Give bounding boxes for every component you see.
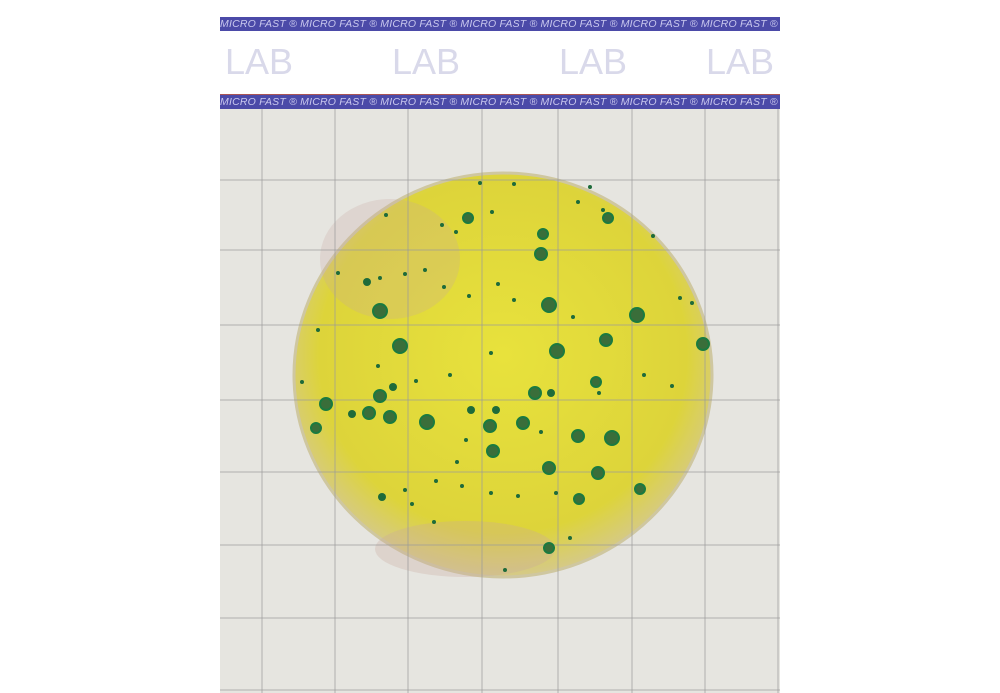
colony bbox=[601, 208, 605, 212]
colony bbox=[503, 568, 507, 572]
colony bbox=[588, 185, 592, 189]
colony bbox=[571, 315, 575, 319]
colony bbox=[462, 212, 474, 224]
counting-grid bbox=[220, 109, 780, 693]
colony bbox=[516, 494, 520, 498]
colony bbox=[604, 430, 620, 446]
colony bbox=[434, 479, 438, 483]
colony bbox=[419, 414, 435, 430]
lab-text: LAB bbox=[706, 41, 775, 82]
colony bbox=[403, 272, 407, 276]
colony bbox=[516, 416, 530, 430]
brand-band-bottom: MICRO FAST ® MICRO FAST ® MICRO FAST ® M… bbox=[220, 94, 780, 109]
colony bbox=[543, 542, 555, 554]
colony bbox=[467, 294, 471, 298]
colony bbox=[316, 328, 320, 332]
colony bbox=[554, 491, 558, 495]
colony bbox=[348, 410, 356, 418]
colony bbox=[432, 520, 436, 524]
colony bbox=[483, 419, 497, 433]
colony bbox=[486, 444, 500, 458]
colony bbox=[423, 268, 427, 272]
colony bbox=[576, 200, 580, 204]
colony bbox=[362, 406, 376, 420]
colony bbox=[573, 493, 585, 505]
colony bbox=[319, 397, 333, 411]
colony bbox=[460, 484, 464, 488]
colony bbox=[496, 282, 500, 286]
brand-band-top: MICRO FAST ® MICRO FAST ® MICRO FAST ® M… bbox=[220, 17, 780, 31]
colony bbox=[591, 466, 605, 480]
colony bbox=[539, 430, 543, 434]
colony bbox=[542, 461, 556, 475]
colony bbox=[414, 379, 418, 383]
colony bbox=[537, 228, 549, 240]
colony bbox=[454, 230, 458, 234]
colony bbox=[467, 406, 475, 414]
lab-text: LAB bbox=[392, 41, 461, 82]
colony bbox=[549, 343, 565, 359]
colony bbox=[512, 298, 516, 302]
colony bbox=[489, 491, 493, 495]
colony bbox=[634, 483, 646, 495]
colony bbox=[678, 296, 682, 300]
colony bbox=[403, 488, 407, 492]
colony bbox=[670, 384, 674, 388]
lab-row: LAB LAB LAB LAB bbox=[220, 41, 780, 85]
lab-text: LAB bbox=[559, 41, 628, 82]
colony bbox=[629, 307, 645, 323]
petri-dish bbox=[292, 171, 714, 579]
colony bbox=[534, 247, 548, 261]
colony bbox=[478, 181, 482, 185]
lab-text: LAB bbox=[225, 41, 294, 82]
dish-shadow-bottom bbox=[375, 521, 555, 577]
petri-dish-image bbox=[220, 109, 780, 693]
colony bbox=[376, 364, 380, 368]
colony bbox=[373, 389, 387, 403]
colony bbox=[571, 429, 585, 443]
colony bbox=[448, 373, 452, 377]
label-strip: MICRO FAST ® MICRO FAST ® MICRO FAST ® M… bbox=[220, 15, 780, 109]
colony bbox=[384, 213, 388, 217]
colony bbox=[363, 278, 371, 286]
colonies bbox=[300, 181, 710, 572]
colony bbox=[389, 383, 397, 391]
dish-shadow-left bbox=[320, 199, 460, 319]
colony bbox=[336, 271, 340, 275]
colony bbox=[696, 337, 710, 351]
colony bbox=[547, 389, 555, 397]
colony bbox=[455, 460, 459, 464]
colony bbox=[642, 373, 646, 377]
colony bbox=[602, 212, 614, 224]
colony bbox=[568, 536, 572, 540]
colony bbox=[489, 351, 493, 355]
colony bbox=[541, 297, 557, 313]
colony bbox=[464, 438, 468, 442]
colony bbox=[512, 182, 516, 186]
colony bbox=[392, 338, 408, 354]
colony bbox=[690, 301, 694, 305]
plate-photo bbox=[220, 109, 780, 693]
colony bbox=[490, 210, 494, 214]
colony bbox=[378, 276, 382, 280]
colony bbox=[597, 391, 601, 395]
colony bbox=[590, 376, 602, 388]
colony bbox=[528, 386, 542, 400]
colony bbox=[599, 333, 613, 347]
colony bbox=[300, 380, 304, 384]
colony bbox=[651, 234, 655, 238]
colony bbox=[310, 422, 322, 434]
colony bbox=[410, 502, 414, 506]
colony bbox=[442, 285, 446, 289]
colony bbox=[378, 493, 386, 501]
colony bbox=[372, 303, 388, 319]
colony bbox=[440, 223, 444, 227]
colony bbox=[383, 410, 397, 424]
colony bbox=[492, 406, 500, 414]
